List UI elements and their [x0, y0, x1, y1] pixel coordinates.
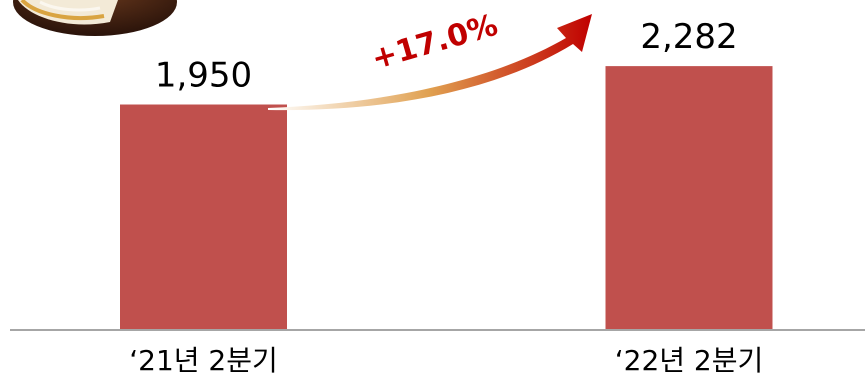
bar-1: [120, 104, 287, 330]
value-labels-layer: 1,950 2,282: [155, 17, 738, 95]
category-labels-layer: ‘21년 2분기 ‘22년 2분기: [129, 344, 763, 377]
category-label-2: ‘22년 2분기: [615, 344, 764, 377]
growth-arrow-shape: [268, 14, 592, 111]
bar-2: [605, 66, 773, 330]
bars-layer: [120, 66, 773, 330]
value-label-1: 1,950: [155, 56, 252, 96]
growth-annotation: +17.0%: [368, 8, 502, 77]
choco-pie-icon: [13, 0, 177, 36]
category-label-1: ‘21년 2분기: [129, 344, 278, 377]
value-label-2: 2,282: [640, 17, 737, 57]
growth-arrow: [268, 14, 592, 111]
